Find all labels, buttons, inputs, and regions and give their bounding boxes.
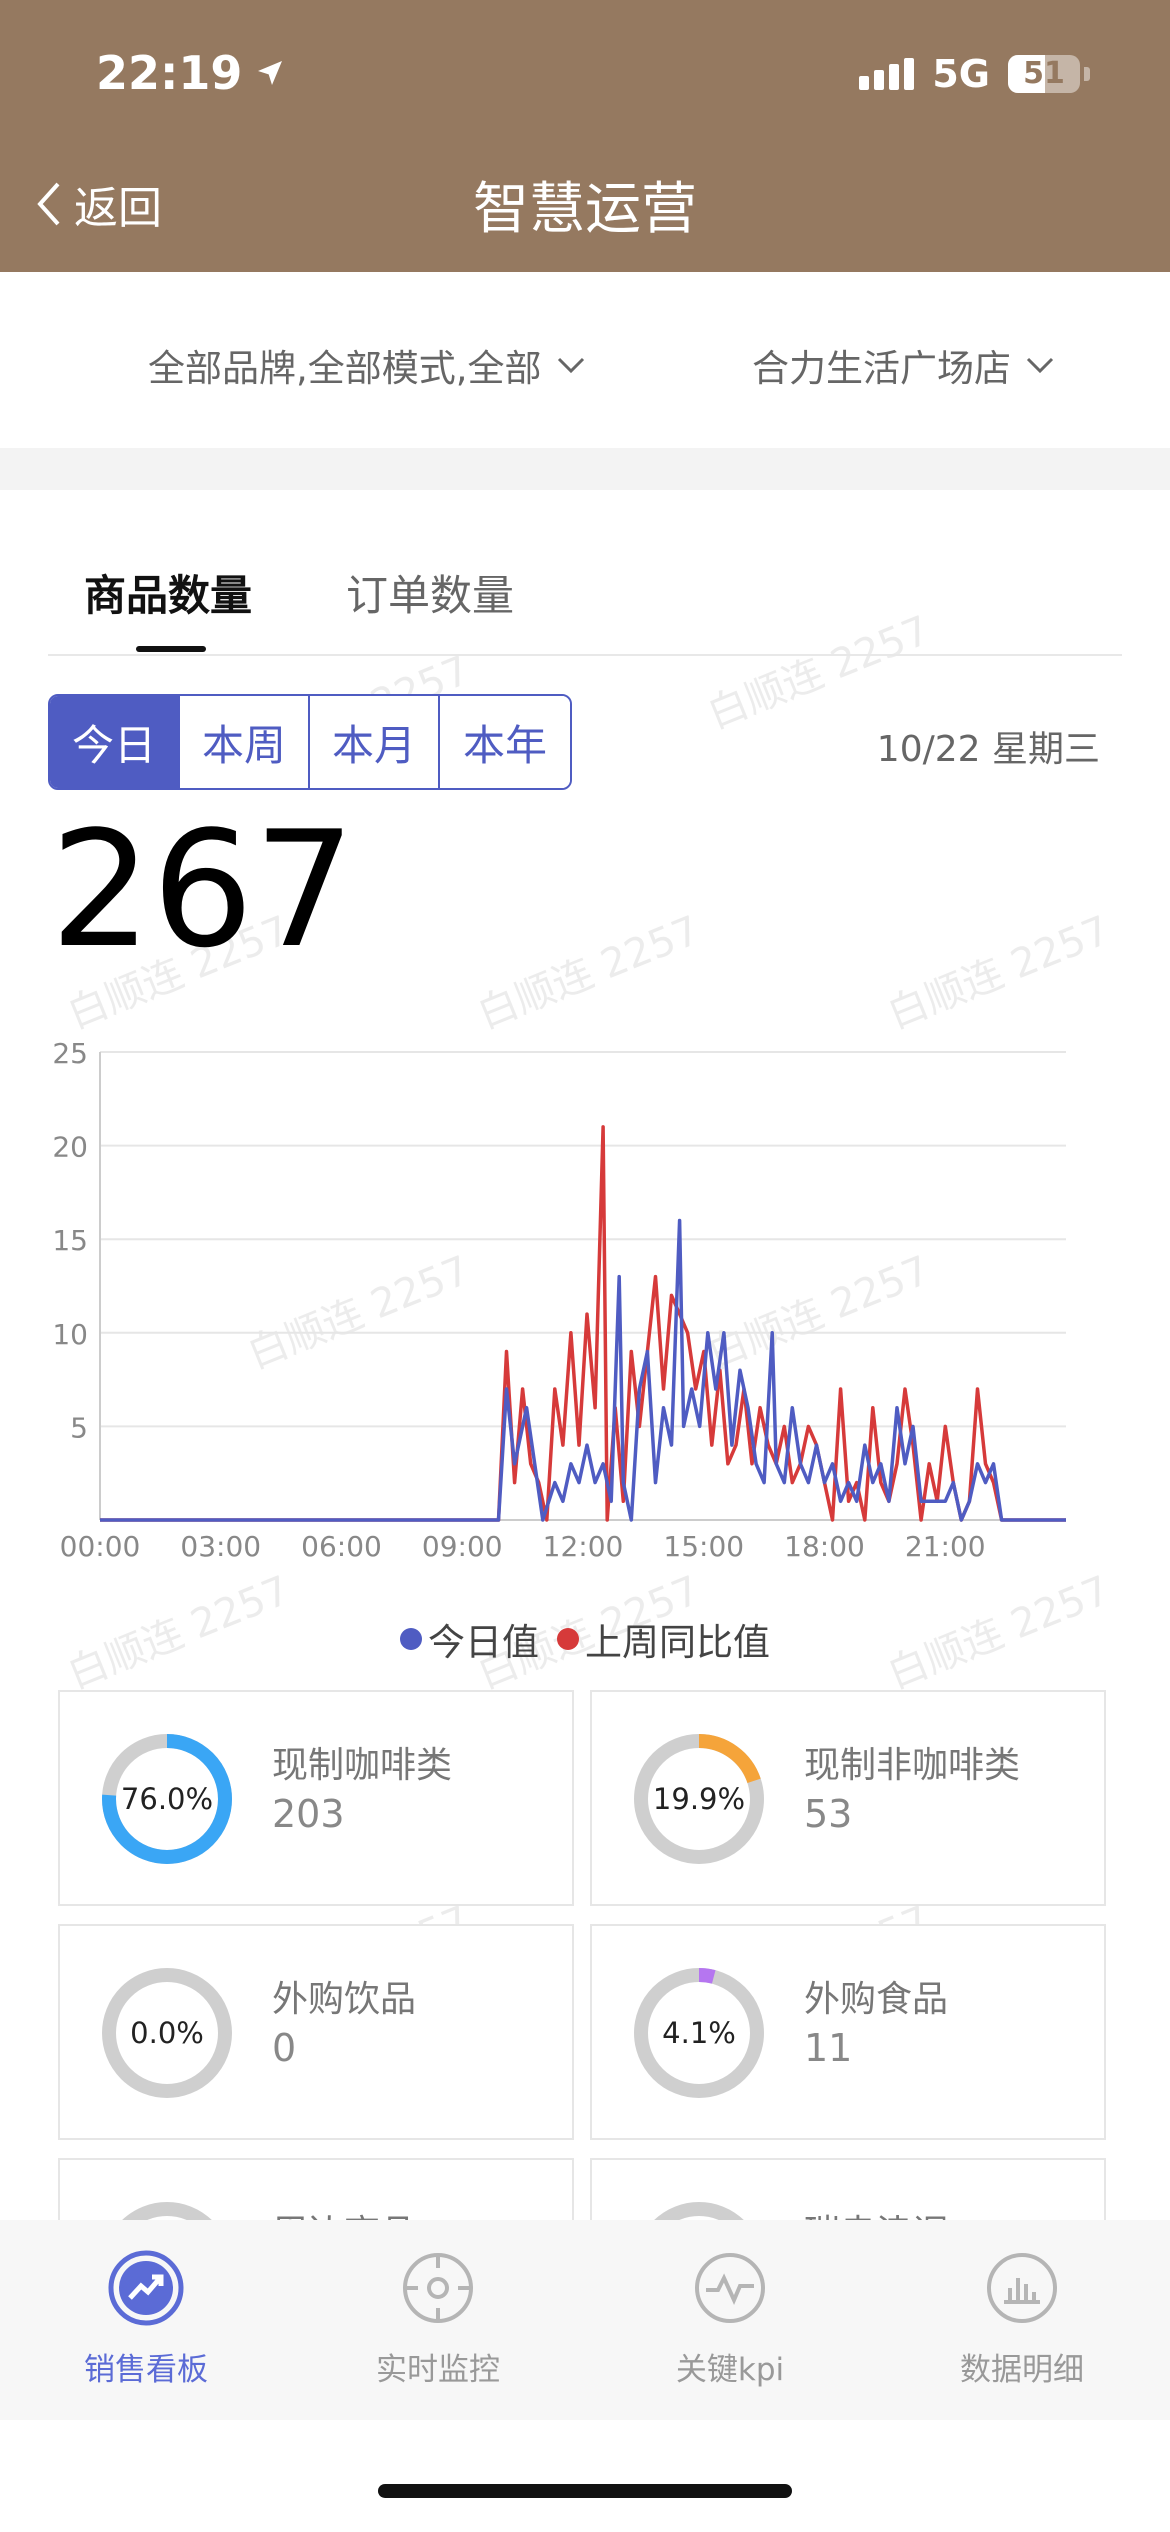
x-tick-label: 03:00 [180,1530,261,1563]
status-time-text: 22:19 [96,46,243,100]
nav-label: 销售看板 [84,2352,208,2388]
x-tick-label: 00:00 [60,1530,141,1563]
nav-data-details[interactable]: 数据明细 [912,2250,1132,2389]
battery-level: 51 [1023,56,1065,91]
stat-percent: 0.0% [130,2016,204,2050]
y-tick-label: 25 [52,1037,88,1070]
line-chart: 5 10 15 20 25 00:00 03:00 06:00 09:00 12:00 15:00 1… [52,1037,1066,1563]
legend-item-today: 今日值 [400,1612,539,1666]
chevron-down-icon [1026,357,1054,374]
current-date: 10/22 星期三 [876,729,1100,770]
chevron-left-icon [37,182,60,226]
stat-percent: 76.0% [120,1782,214,1816]
y-tick-label: 5 [70,1411,88,1444]
back-label: 返回 [74,183,162,234]
progress-ring [634,1734,764,1864]
brand-filter-label: 全部品牌,全部模式,全部 [148,347,542,390]
period-selector: 今日 本周 本月 本年 [48,694,572,790]
nav-realtime-monitor[interactable]: 实时监控 [328,2250,548,2389]
legend-label-today: 今日值 [428,1621,539,1664]
section-divider [0,448,1170,490]
progress-ring [102,1734,232,1864]
x-tick-label: 15:00 [663,1530,744,1563]
progress-ring [634,1968,764,2098]
x-tick-label: 12:00 [543,1530,624,1563]
x-tick-label: 18:00 [784,1530,865,1563]
y-tick-label: 10 [52,1318,88,1351]
stat-card-purchased-food[interactable]: 4.1% 外购食品 11 [590,1924,1106,2140]
ring-progress [634,1968,764,2098]
stat-label: 外购饮品 [272,1979,417,2020]
stat-label: 现制咖啡类 [272,1745,453,1786]
x-tick-label: 09:00 [422,1530,503,1563]
stat-value: 53 [804,1792,853,1836]
pulse-icon [695,2253,765,2323]
stat-value: 203 [272,1792,345,1836]
nav-label: 关键kpi [675,2352,785,2388]
tab-product-count[interactable]: 商品数量 [84,571,253,620]
stat-card-coffee[interactable]: 76.0% 现制咖啡类 203 [58,1690,574,1906]
stat-value: 0 [272,2026,297,2070]
period-year[interactable]: 本年 [440,696,570,788]
y-tick-label: 15 [52,1224,88,1257]
bar-chart-icon [987,2253,1057,2323]
x-tick-label: 21:00 [905,1530,986,1563]
legend-label-last-week: 上周同比值 [585,1621,770,1664]
period-month[interactable]: 本月 [310,696,440,788]
battery-tip [1084,67,1090,81]
chart-legend: 今日值 上周同比值 [0,1612,1170,1666]
nav-label: 实时监控 [376,2352,500,2388]
legend-item-last-week: 上周同比值 [557,1612,770,1666]
y-tick-label: 20 [52,1131,88,1164]
ring-progress [634,1734,764,1864]
network-type: 5G [932,52,990,96]
stat-percent: 19.9% [652,1782,746,1816]
total-count: 267 [50,796,356,983]
tab-order-count[interactable]: 订单数量 [346,571,515,620]
trend-up-icon [108,2250,184,2326]
status-time: 22:19 [96,46,286,100]
home-indicator [378,2484,792,2498]
stat-card-purchased-drinks[interactable]: 0.0% 外购饮品 0 [58,1924,574,2140]
page-title: 智慧运营 [473,177,697,242]
back-button[interactable]: 返回 [30,172,162,236]
stat-value: 11 [804,2026,853,2070]
brand-filter-dropdown[interactable]: 全部品牌,全部模式,全部 [148,338,586,392]
target-icon [403,2253,473,2323]
ring-track [102,1968,232,2098]
x-tick-label: 06:00 [301,1530,382,1563]
legend-dot-last-week [557,1628,579,1650]
cellular-signal-icon [859,58,915,90]
battery-icon: 51 [1008,55,1080,93]
header: 22:19 5G 51 返回 智慧运营 [0,0,1170,272]
stat-label: 外购食品 [804,1979,949,2020]
store-filter-dropdown[interactable]: 合力生活广场店 [752,338,1055,392]
stat-percent: 4.1% [662,2016,736,2050]
period-week[interactable]: 本周 [180,696,310,788]
series-line [100,1125,1066,1522]
metric-tabs: 商品数量 订单数量 [48,562,1122,656]
period-today[interactable]: 今日 [50,696,180,788]
store-filter-label: 合力生活广场店 [752,347,1011,390]
progress-ring [102,1968,232,2098]
stat-card-non-coffee[interactable]: 19.9% 现制非咖啡类 53 [590,1690,1106,1906]
chevron-down-icon [557,357,584,374]
series-line [100,1218,1066,1522]
status-indicators: 5G 51 [859,52,1090,96]
nav-label: 数据明细 [960,2352,1084,2388]
location-arrow-icon [258,61,283,85]
active-tab-indicator [136,646,206,652]
ring-progress [102,1734,232,1864]
filter-bar: 全部品牌,全部模式,全部 合力生活广场店 [0,272,1170,448]
bottom-tab-bar: 销售看板 实时监控 关键kpi 数据明细 [0,2220,1170,2420]
legend-dot-today [400,1628,422,1650]
nav-sales-dashboard[interactable]: 销售看板 [36,2250,256,2389]
nav-key-kpi[interactable]: 关键kpi [620,2250,840,2389]
stat-label: 现制非咖啡类 [804,1745,1021,1786]
